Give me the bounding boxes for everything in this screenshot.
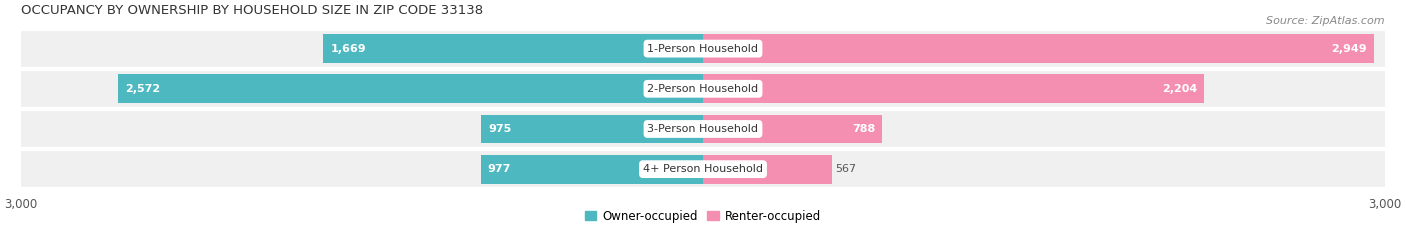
Text: 788: 788 bbox=[852, 124, 876, 134]
Bar bbox=[323, 34, 703, 63]
Text: Source: ZipAtlas.com: Source: ZipAtlas.com bbox=[1267, 16, 1385, 26]
Bar bbox=[481, 114, 703, 144]
Bar bbox=[481, 155, 703, 184]
Text: 2,204: 2,204 bbox=[1163, 84, 1198, 94]
Bar bbox=[703, 114, 882, 144]
Text: 3-Person Household: 3-Person Household bbox=[648, 124, 758, 134]
Text: 1-Person Household: 1-Person Household bbox=[648, 44, 758, 54]
Bar bbox=[118, 74, 703, 103]
Legend: Owner-occupied, Renter-occupied: Owner-occupied, Renter-occupied bbox=[579, 205, 827, 227]
Text: 977: 977 bbox=[488, 164, 510, 174]
Text: 2,572: 2,572 bbox=[125, 84, 160, 94]
Text: 2-Person Household: 2-Person Household bbox=[647, 84, 759, 94]
Text: 567: 567 bbox=[835, 164, 856, 174]
Text: OCCUPANCY BY OWNERSHIP BY HOUSEHOLD SIZE IN ZIP CODE 33138: OCCUPANCY BY OWNERSHIP BY HOUSEHOLD SIZE… bbox=[21, 4, 482, 17]
FancyBboxPatch shape bbox=[21, 28, 1385, 69]
FancyBboxPatch shape bbox=[21, 109, 1385, 149]
Bar bbox=[703, 155, 832, 184]
Text: 975: 975 bbox=[488, 124, 512, 134]
Text: 2,949: 2,949 bbox=[1331, 44, 1367, 54]
Text: 1,669: 1,669 bbox=[330, 44, 366, 54]
FancyBboxPatch shape bbox=[21, 68, 1385, 109]
Bar bbox=[703, 74, 1204, 103]
Bar bbox=[703, 34, 1374, 63]
Text: 4+ Person Household: 4+ Person Household bbox=[643, 164, 763, 174]
FancyBboxPatch shape bbox=[21, 149, 1385, 190]
